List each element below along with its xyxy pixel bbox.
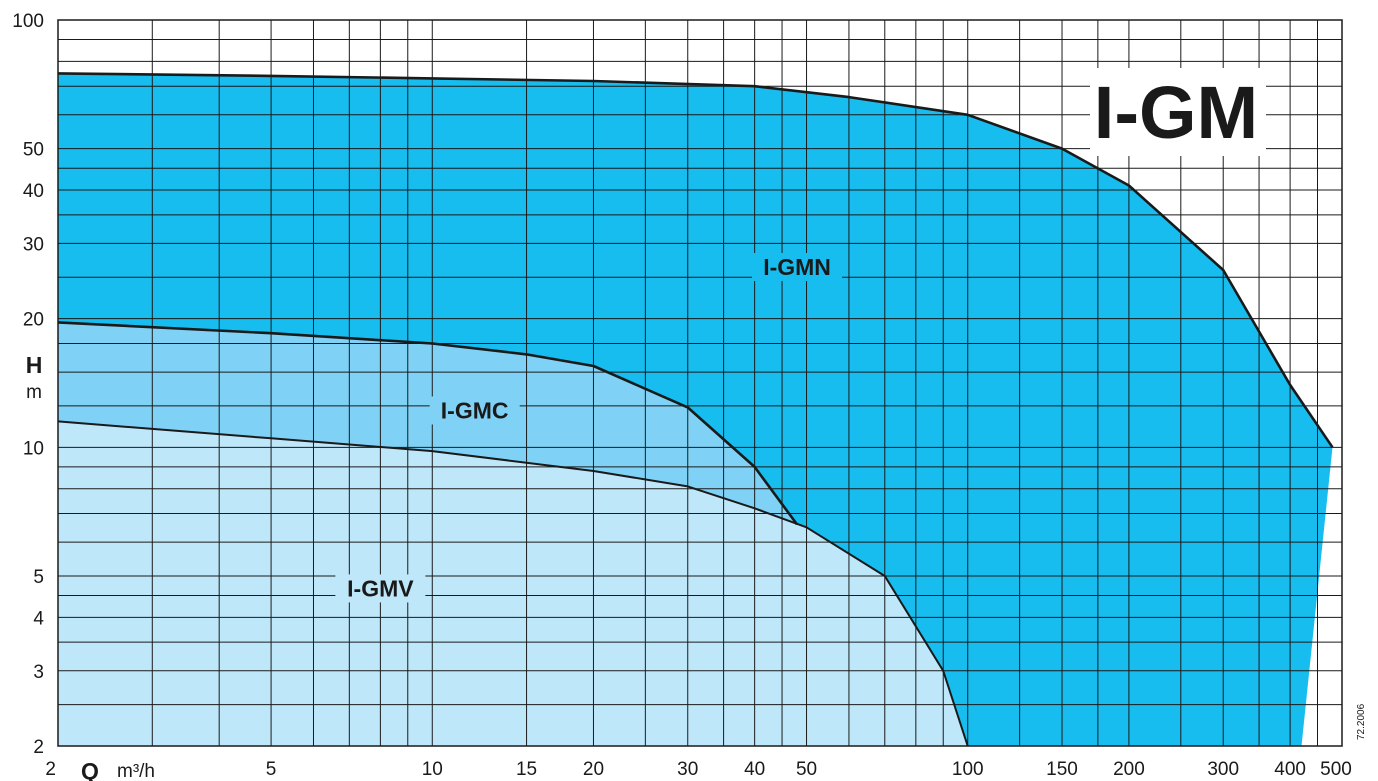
plot-regions <box>58 73 1333 746</box>
y-tick-label: 30 <box>23 234 44 255</box>
x-tick-labels: 2 5 10 15 20 30 40 50 100 150 200 300 400 500 <box>45 759 1351 780</box>
plot-frame <box>57 19 1343 747</box>
x-axis-label: Q <box>81 758 99 781</box>
x-tick-label: 200 <box>1113 759 1145 780</box>
i-gmn-curve <box>57 72 1334 449</box>
x-tick-label: 5 <box>266 759 277 780</box>
x-tick-label: 50 <box>796 759 817 780</box>
region-labels: I-GMN I-GMC I-GMV <box>335 68 1266 603</box>
y-tick-label: 5 <box>33 567 44 588</box>
label-i-gmv: I-GMV <box>347 575 414 601</box>
plot-border <box>57 19 1343 747</box>
x-tick-label: 10 <box>422 759 443 780</box>
y-tick-label: 4 <box>33 608 44 629</box>
boundary-lines <box>57 72 1334 747</box>
x-tick-label: 30 <box>677 759 698 780</box>
label-bg-i-gmv <box>335 574 426 603</box>
y-tick-label: 10 <box>23 438 44 459</box>
x-tick-label: 15 <box>516 759 537 780</box>
grid <box>57 19 1343 747</box>
drawing-code: 72.2006 <box>1356 703 1367 740</box>
y-tick-label: 40 <box>23 181 44 202</box>
y-tick-label: 20 <box>23 310 44 331</box>
x-axis-unit: m³/h <box>117 761 155 781</box>
y-tick-label: 2 <box>33 737 44 758</box>
y-tick-label: 100 <box>12 11 44 32</box>
x-tick-label: 300 <box>1207 759 1239 780</box>
x-tick-label: 400 <box>1274 759 1306 780</box>
label-bg-i-gmc <box>429 396 520 425</box>
title-bg <box>1090 68 1266 156</box>
x-tick-label: 100 <box>952 759 984 780</box>
y-tick-label: 3 <box>33 662 44 683</box>
i-gmc-curve <box>57 321 799 526</box>
x-tick-label: 500 <box>1320 759 1352 780</box>
y-tick-labels: 2 3 4 5 10 20 30 40 50 100 <box>12 11 44 758</box>
label-bg-i-gmn <box>752 252 843 281</box>
x-tick-label: 150 <box>1046 759 1078 780</box>
x-tick-label: 2 <box>45 759 56 780</box>
x-tick-label: 20 <box>583 759 604 780</box>
chart-title: I-GM <box>1094 71 1258 154</box>
label-i-gmn: I-GMN <box>763 254 831 280</box>
i-gmv-curve <box>57 420 969 747</box>
y-axis-label: H <box>26 352 43 378</box>
region-i-gmv <box>58 421 968 746</box>
y-tick-label: 50 <box>23 140 44 161</box>
x-tick-label: 40 <box>744 759 765 780</box>
label-i-gmc: I-GMC <box>441 397 509 423</box>
y-axis-unit: m <box>26 382 42 403</box>
